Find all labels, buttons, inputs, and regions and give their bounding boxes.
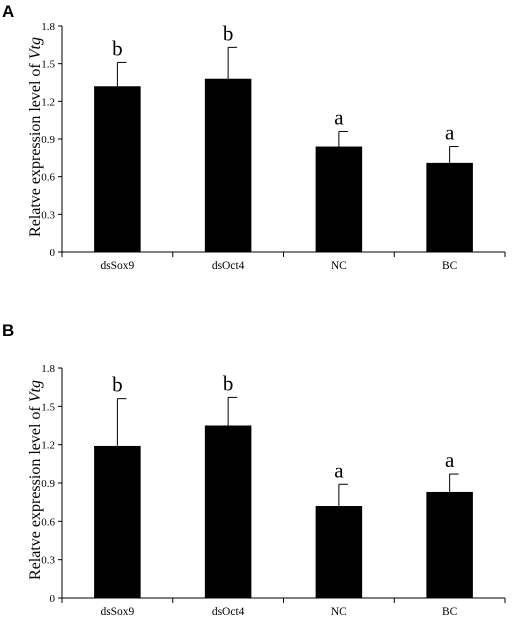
x-category-label-dsOct4: dsOct4 <box>212 606 245 618</box>
y-axis-label-a: Relatve expression level of Vtg <box>27 37 44 237</box>
x-category-label-BC: BC <box>442 260 458 272</box>
y-tick-label-b: 0 <box>50 593 56 605</box>
bar-dsSox9 <box>94 86 141 253</box>
bar-NC <box>315 506 363 598</box>
significance-label-BC: a <box>445 121 455 145</box>
y-tick-label-a: 1.2 <box>41 96 55 108</box>
significance-label-BC: a <box>445 448 455 472</box>
chart-panel-a: A Relatve expression level of Vtg 0 0.3 0.… <box>2 2 506 272</box>
y-tick-label-a: 0.9 <box>41 134 55 146</box>
x-category-label-NC: NC <box>331 606 347 618</box>
y-tick-label-a: 0.6 <box>41 172 55 184</box>
y-axis-label-b: Relatve expression level of Vtg <box>27 380 44 580</box>
x-category-label-dsSox9: dsSox9 <box>100 260 134 272</box>
y-tick-label-b: 1.5 <box>41 401 55 413</box>
x-category-label-NC: NC <box>331 260 347 272</box>
y-tick-label-a: 1.8 <box>41 21 55 33</box>
plot-area-a: 0 0.3 0.6 0.9 1.2 1.5 1.8 b dsSox9 b dsOct4 a NC a BC <box>41 21 506 272</box>
significance-label-dsSox9: b <box>112 373 123 397</box>
y-tick-label-a: 0.3 <box>41 209 55 221</box>
x-category-label-dsOct4: dsOct4 <box>212 260 245 272</box>
plot-area-b: 0 0.3 0.6 0.9 1.2 1.5 1.8 b dsSox9 b dsOct4 a NC a BC <box>41 363 506 618</box>
bar-BC <box>426 162 473 252</box>
x-category-label-dsSox9: dsSox9 <box>100 606 134 618</box>
bar-BC <box>426 491 473 598</box>
y-tick-label-b: 1.2 <box>41 440 55 452</box>
significance-label-dsOct4: b <box>223 371 234 395</box>
panel-label-b: B <box>2 321 14 340</box>
y-tick-label-b: 0.9 <box>41 478 55 490</box>
significance-label-dsOct4: b <box>223 21 234 45</box>
significance-label-NC: a <box>334 105 344 129</box>
bar-dsOct4 <box>204 78 252 252</box>
significance-label-NC: a <box>334 458 344 482</box>
y-tick-label-b: 0.3 <box>41 555 55 567</box>
chart-panel-b: B Relatve expression level of Vtg 0 0.3 0.… <box>2 321 506 618</box>
significance-label-dsSox9: b <box>112 36 123 60</box>
bar-dsOct4 <box>204 425 252 598</box>
x-category-label-BC: BC <box>442 606 458 618</box>
bar-NC <box>315 146 363 252</box>
y-tick-label-b: 0.6 <box>41 516 55 528</box>
panel-label-a: A <box>2 2 14 21</box>
y-tick-label-a: 1.5 <box>41 59 55 71</box>
y-tick-label-a: 0 <box>50 247 56 259</box>
y-tick-label-b: 1.8 <box>41 363 55 375</box>
bar-dsSox9 <box>94 445 141 598</box>
